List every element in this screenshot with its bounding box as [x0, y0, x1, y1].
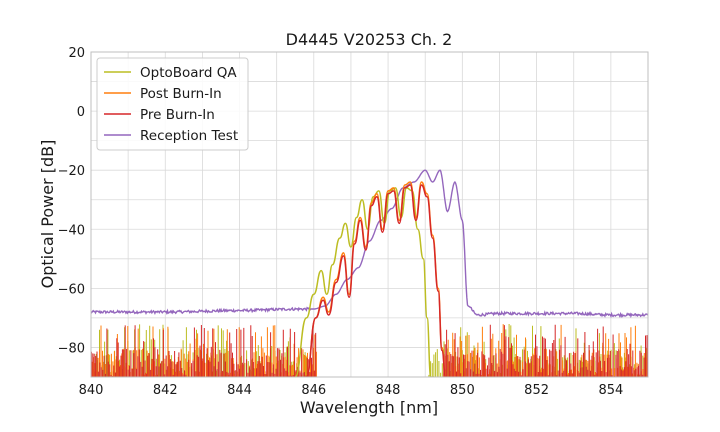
y-tick-label: 20: [68, 46, 85, 61]
series-group: [90, 51, 649, 378]
x-tick-label: 846: [301, 383, 326, 398]
y-tick-label: −60: [58, 282, 85, 297]
x-tick-label: 848: [376, 383, 401, 398]
tick-labels: 840 842 844 846 848 850 852 854 −80 −60 −40 −20 0 20: [58, 46, 624, 398]
series-line-pre-burn-in: [305, 184, 447, 377]
x-axis-label: Wavelength [nm]: [300, 398, 438, 417]
y-tick-label: 0: [77, 105, 85, 120]
y-tick-label: −20: [58, 164, 85, 179]
y-tick-label: −40: [58, 223, 85, 238]
legend-label: OptoBoard QA: [140, 65, 237, 81]
series-line-optoboard-qa: [294, 187, 435, 377]
x-tick-label: 850: [450, 383, 475, 398]
x-tick-label: 844: [227, 383, 252, 398]
legend-label: Reception Test: [140, 128, 238, 144]
y-tick-label: −80: [58, 341, 85, 356]
legend-label: Post Burn-In: [140, 86, 222, 102]
series-line-reception-test: [91, 169, 648, 319]
legend: OptoBoard QA Post Burn-In Pre Burn-In Recep…: [96, 57, 249, 151]
y-axis-label: Optical Power [dB]: [38, 140, 57, 289]
x-tick-label: 852: [524, 383, 549, 398]
x-tick-label: 840: [79, 383, 104, 398]
plot-frame: [90, 51, 649, 378]
series-noise-pre-burn-in: [91, 325, 318, 377]
legend-label: Pre Burn-In: [140, 107, 215, 123]
series-line-post-burn-in: [305, 181, 447, 377]
x-tick-label: 842: [153, 383, 178, 398]
legend-box: [96, 57, 249, 151]
x-tick-label: 854: [598, 383, 623, 398]
chart-title: D4445 V20253 Ch. 2: [286, 30, 453, 49]
